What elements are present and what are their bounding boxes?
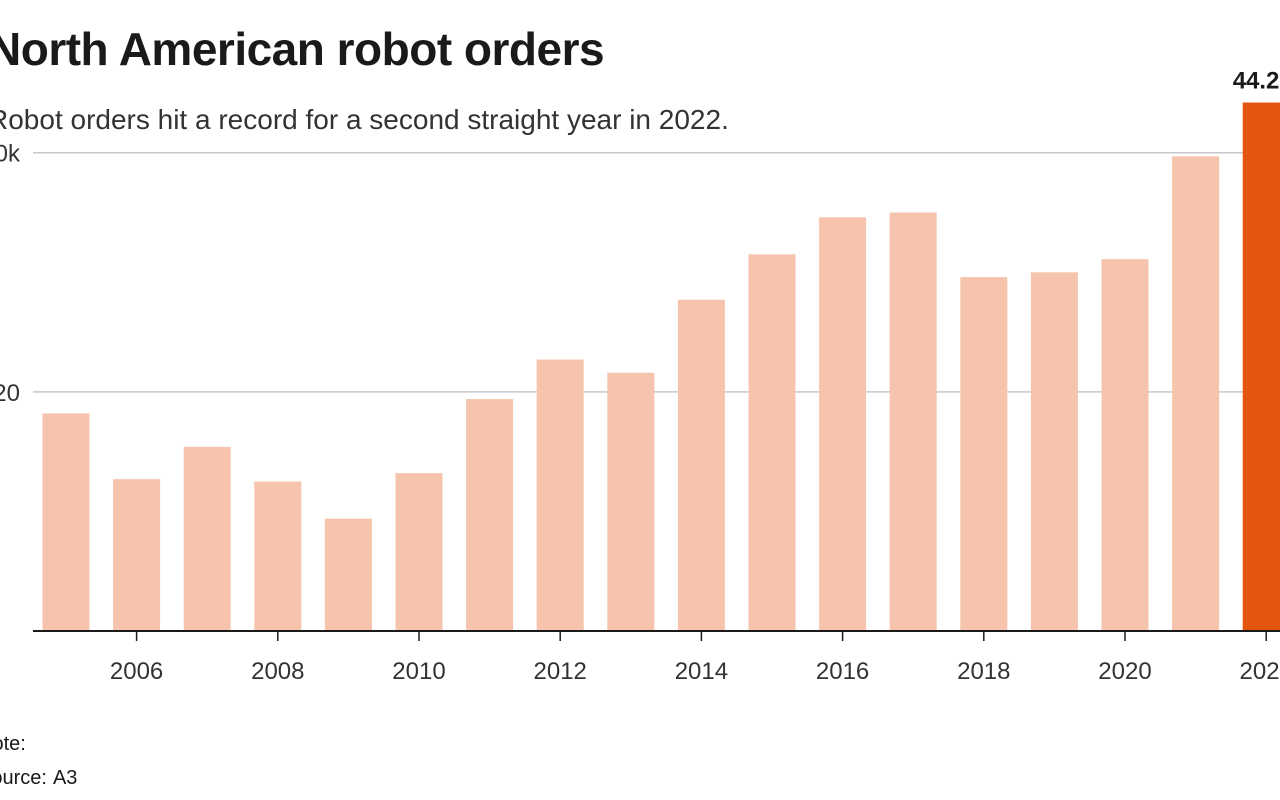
source-label: Source: xyxy=(0,767,47,789)
x-tick-label: 2006 xyxy=(110,658,163,685)
bar xyxy=(1101,259,1149,631)
x-tick-label: 2014 xyxy=(675,658,728,685)
chart-title: North American robot orders xyxy=(0,23,605,75)
bar xyxy=(324,518,372,631)
bar xyxy=(819,217,867,631)
x-tick-label: 2022 xyxy=(1240,658,1280,685)
bar xyxy=(889,212,937,632)
bar xyxy=(466,399,514,631)
bar-highlight xyxy=(1242,102,1280,632)
chart-subtitle: Robot orders hit a record for a second s… xyxy=(0,104,729,135)
bar xyxy=(183,446,231,631)
x-axis xyxy=(33,630,1280,641)
x-tick-label: 2012 xyxy=(534,658,587,685)
bar xyxy=(677,299,725,631)
bar xyxy=(1030,272,1078,631)
bar xyxy=(1172,156,1220,631)
bar xyxy=(395,473,443,631)
x-tick-label: 2016 xyxy=(816,658,869,685)
data-labels: 44.2 xyxy=(1233,68,1280,95)
y-tick-label: 20 xyxy=(0,380,20,407)
bar xyxy=(748,254,796,631)
x-tick-label: 2018 xyxy=(957,658,1010,685)
data-label-highlight: 44.2 xyxy=(1233,68,1280,95)
bar xyxy=(960,277,1008,631)
note-label: Note: xyxy=(0,733,26,755)
footnote-note: Note: xyxy=(0,733,26,756)
x-tick-label: 2008 xyxy=(251,658,304,685)
bar xyxy=(254,481,302,631)
bars xyxy=(42,102,1280,632)
bar xyxy=(113,479,161,631)
y-axis-tick-labels: 20 40k xyxy=(0,141,21,407)
bar xyxy=(42,413,90,631)
y-tick-label: 40k xyxy=(0,141,21,168)
x-axis-tick-labels: 2006 2008 2010 2012 2014 2016 2018 2020 2022 xyxy=(110,658,1280,685)
bar xyxy=(536,359,584,631)
footnote-source: Source:A3 xyxy=(0,767,77,790)
bar xyxy=(607,372,655,631)
x-tick-label: 2010 xyxy=(392,658,445,685)
gridlines xyxy=(33,151,1280,393)
source-value: A3 xyxy=(52,767,78,789)
x-tick-label: 2020 xyxy=(1098,658,1151,685)
